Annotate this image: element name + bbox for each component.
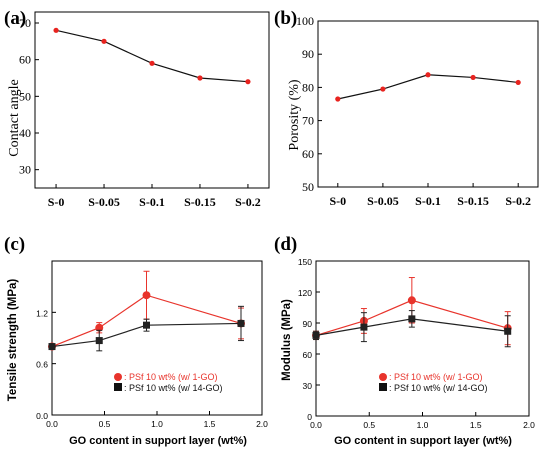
plot-frame-b <box>317 20 539 188</box>
xtick-label-c: 1.0 <box>151 419 163 429</box>
data-point-c-0 <box>142 291 151 300</box>
xtick-label-a: S-0.2 <box>235 195 261 209</box>
data-point-a-0 <box>149 60 155 66</box>
data-point-c-1 <box>48 343 56 351</box>
ytick-label-b: 100 <box>296 14 314 28</box>
xtick-label-b: S-0.05 <box>367 194 399 208</box>
xtick-label-d: 0.0 <box>310 420 322 430</box>
xtick-label-a: S-0.05 <box>88 195 120 209</box>
series-line-b-0 <box>337 74 519 100</box>
ytick-label-d: 150 <box>298 257 312 267</box>
data-point-d-0 <box>407 296 416 305</box>
series-line-d-0 <box>315 299 508 336</box>
legend-label-d-1go: : PSf 10 wt% (w/ 1-GO) <box>389 372 483 382</box>
ytick-label-b: 90 <box>302 47 314 61</box>
data-point-a-0 <box>101 38 107 44</box>
ytick-label-b: 80 <box>302 80 314 94</box>
xtick-label-b: S-0 <box>329 194 346 208</box>
series-line-a-0 <box>55 29 248 83</box>
xtick-label-b: S-0.2 <box>505 194 531 208</box>
xtick-label-a: S-0.1 <box>139 195 165 209</box>
data-point-b-0 <box>425 72 431 78</box>
series-line-c-1 <box>51 322 242 348</box>
xtick-label-c: 0.5 <box>99 419 111 429</box>
ytick-label-d: 30 <box>303 381 313 391</box>
ytick-label-b: 50 <box>302 180 314 194</box>
xtick-label-d: 0.5 <box>363 420 375 430</box>
ylabel-a: Contact angle <box>7 79 22 156</box>
plot-b: 50 60 70 80 90 100 S-0 S-0.05 S-0.1 S-0.15 S-0.2 <box>296 14 539 208</box>
series-line-c-0 <box>51 294 242 348</box>
xtick-label-b: S-0.15 <box>457 194 489 208</box>
ytick-label-a: 50 <box>19 89 31 103</box>
ytick-label-c: 0.0 <box>36 411 48 421</box>
panel-label-a: (a) <box>4 8 26 29</box>
data-point-c-0 <box>95 323 104 332</box>
xtick-label-c: 1.5 <box>204 419 216 429</box>
data-point-b-0 <box>515 79 521 86</box>
plot-d: 0 30 60 90 120 150 0.0 0.5 1.0 1.5 2.0 <box>298 257 535 430</box>
panel-label-b: (b) <box>274 8 297 29</box>
legend-marker-d-1go <box>379 373 387 381</box>
ytick-label-a: 70 <box>19 16 31 30</box>
data-point-d-1 <box>360 323 368 331</box>
xtick-label-d: 1.5 <box>470 420 482 430</box>
data-point-d-1 <box>408 315 416 323</box>
data-point-c-1 <box>143 321 150 329</box>
legend-c: : PSf 10 wt% (w/ 1-GO) : PSf 10 wt% (w/ … <box>114 372 223 393</box>
ytick-label-a: 30 <box>19 163 31 177</box>
ytick-label-a: 60 <box>19 53 31 67</box>
xlabel-d: GO content in support layer (wt%) <box>334 435 512 447</box>
data-point-c-1 <box>95 337 103 345</box>
data-point-a-0 <box>53 27 59 33</box>
legend-label-d-14go: : PSf 10 wt% (w/ 14-GO) <box>389 383 488 393</box>
legend-marker-d-14go <box>379 383 387 391</box>
xtick-label-d: 1.0 <box>417 420 429 430</box>
series-line-d-1 <box>315 318 508 336</box>
xtick-label-a: S-0.15 <box>184 195 216 209</box>
xtick-label-c: 2.0 <box>256 419 268 429</box>
ylabel-c: Tensile strength (MPa) <box>7 279 19 402</box>
legend-marker-c-14go <box>114 383 122 391</box>
ylabel-d: Modulus (MPa) <box>281 299 293 381</box>
data-point-d-1 <box>312 331 320 339</box>
data-point-c-1 <box>237 319 245 327</box>
ytick-label-d: 0 <box>307 412 312 422</box>
data-point-a-0 <box>197 75 203 81</box>
panel-label-d: (d) <box>274 234 297 255</box>
ytick-label-d: 60 <box>303 350 313 360</box>
xtick-label-b: S-0.1 <box>415 194 441 208</box>
ytick-label-b: 60 <box>302 147 314 161</box>
ytick-label-d: 120 <box>298 288 312 298</box>
data-point-b-0 <box>335 96 341 102</box>
data-point-a-0 <box>245 79 251 85</box>
xlabel-c: GO content in support layer (wt%) <box>69 435 247 447</box>
xtick-label-d: 2.0 <box>523 420 535 430</box>
data-point-b-0 <box>380 86 386 92</box>
ylabel-b: Porosity (%) <box>287 79 302 151</box>
legend-d: : PSf 10 wt% (w/ 1-GO) : PSf 10 wt% (w/ … <box>379 372 488 393</box>
legend-label-c-1go: : PSf 10 wt% (w/ 1-GO) <box>124 372 218 382</box>
ytick-label-c: 0.6 <box>36 360 48 370</box>
panel-label-c: (c) <box>4 234 25 255</box>
xtick-label-c: 0.0 <box>46 419 58 429</box>
data-point-d-1 <box>504 327 512 335</box>
ytick-label-d: 90 <box>303 319 313 329</box>
legend-label-c-14go: : PSf 10 wt% (w/ 14-GO) <box>124 383 223 393</box>
xtick-label-a: S-0 <box>48 195 65 209</box>
legend-marker-c-1go <box>114 373 122 381</box>
data-point-b-0 <box>470 74 476 81</box>
plot-a: 30 40 50 60 70 S-0 S-0.05 S-0.1 S-0.15 S-0.2 <box>19 11 270 209</box>
ytick-label-c: 1.2 <box>36 308 48 318</box>
plot-frame-a <box>34 11 270 189</box>
ytick-label-b: 70 <box>302 114 314 128</box>
ytick-label-a: 40 <box>19 126 31 140</box>
plot-c: 0.0 0.6 1.2 0.0 0.5 1.0 1.5 2.0 <box>36 260 268 429</box>
